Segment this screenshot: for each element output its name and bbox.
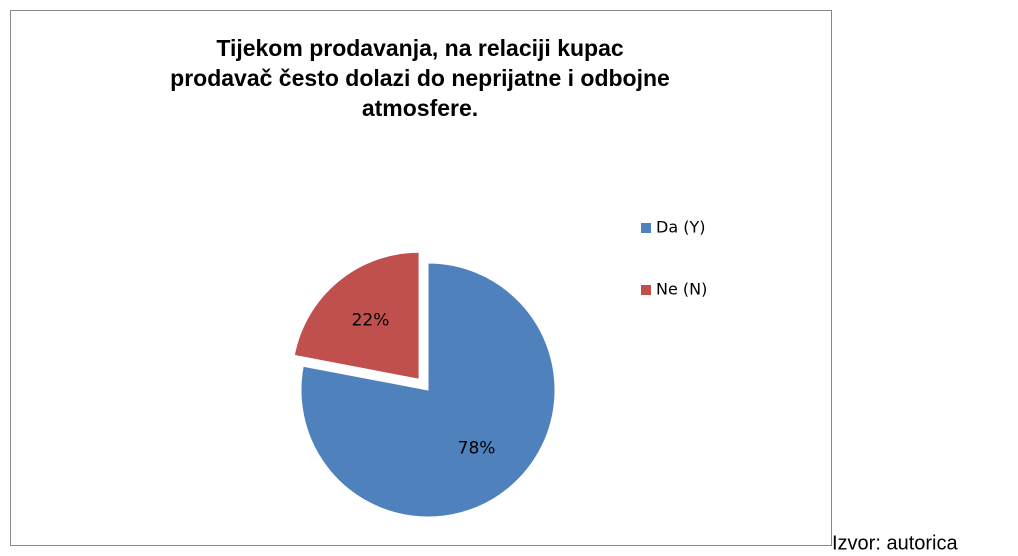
pie-slice bbox=[293, 251, 420, 380]
legend-label: Ne (N) bbox=[656, 280, 707, 299]
chart-title: atmosfere. bbox=[362, 95, 478, 121]
legend-swatch bbox=[641, 223, 651, 233]
source-note: Izvor: autorica bbox=[832, 532, 958, 554]
data-label: 78% bbox=[458, 439, 496, 459]
chart-title: Tijekom prodavanja, na relaciji kupac bbox=[216, 35, 624, 61]
legend-label: Da (Y) bbox=[656, 218, 705, 237]
chart-title: prodavač često dolazi do neprijatne i od… bbox=[170, 65, 670, 91]
pie-slice bbox=[300, 262, 556, 518]
legend-swatch bbox=[641, 285, 651, 295]
data-label: 22% bbox=[352, 310, 390, 330]
